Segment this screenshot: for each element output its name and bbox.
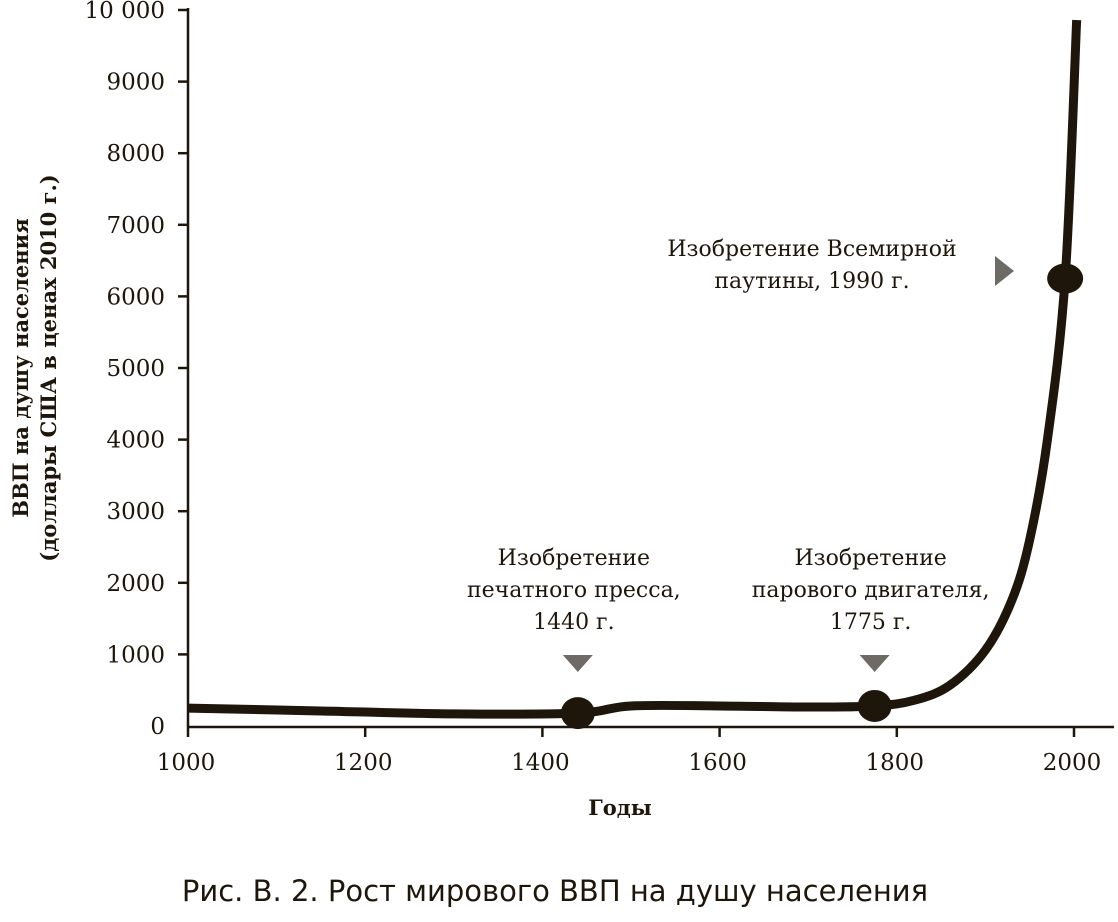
y-tick-label: 1000 — [106, 642, 165, 668]
y-tick-label: 3000 — [106, 499, 165, 525]
event-label: 1440 г. — [533, 610, 615, 635]
y-tick-label: 0 — [150, 714, 165, 740]
y-tick-label: 4000 — [106, 428, 165, 454]
x-tick-label: 1400 — [511, 750, 570, 776]
x-tick-label: 2000 — [1043, 750, 1102, 776]
y-tick-label: 5000 — [106, 356, 165, 382]
x-tick-label: 1200 — [334, 750, 393, 776]
x-tick-label: 1000 — [157, 750, 216, 776]
y-tick-label: 7000 — [106, 213, 165, 239]
x-axis-title: Годы — [588, 795, 652, 820]
y-axis-title-2: (доллары США в ценах 2010 г.) — [36, 174, 61, 561]
figure-caption: Рис. В. 2. Рост мирового ВВП на душу нас… — [182, 874, 928, 908]
y-tick-label: 2000 — [106, 571, 165, 597]
event-point — [857, 689, 892, 722]
x-tick-label: 1600 — [688, 750, 747, 776]
event-label: парового двигателя, — [752, 578, 990, 603]
gdp-line — [187, 19, 1082, 719]
y-tick-label: 10 000 — [85, 0, 165, 24]
y-tick-label: 6000 — [106, 284, 165, 310]
event-label: печатного пресса, — [467, 578, 681, 603]
event-point — [560, 697, 595, 730]
event-label: Изобретение — [498, 546, 650, 571]
event-label: Изобретение Всемирной — [667, 237, 956, 262]
y-tick-label: 9000 — [106, 70, 165, 96]
event-label: паутины, 1990 г. — [714, 269, 909, 294]
event-label: 1775 г. — [830, 610, 912, 635]
y-tick-label: 8000 — [106, 141, 165, 167]
event-marker-arrow — [562, 655, 593, 672]
x-tick-label: 1800 — [866, 750, 925, 776]
y-axis-title-1: ВВП на душу населения — [8, 218, 33, 517]
event-label: Изобретение — [794, 546, 946, 571]
event-point — [1047, 263, 1084, 294]
event-marker-arrow — [859, 655, 890, 672]
event-marker-arrow — [995, 256, 1014, 286]
